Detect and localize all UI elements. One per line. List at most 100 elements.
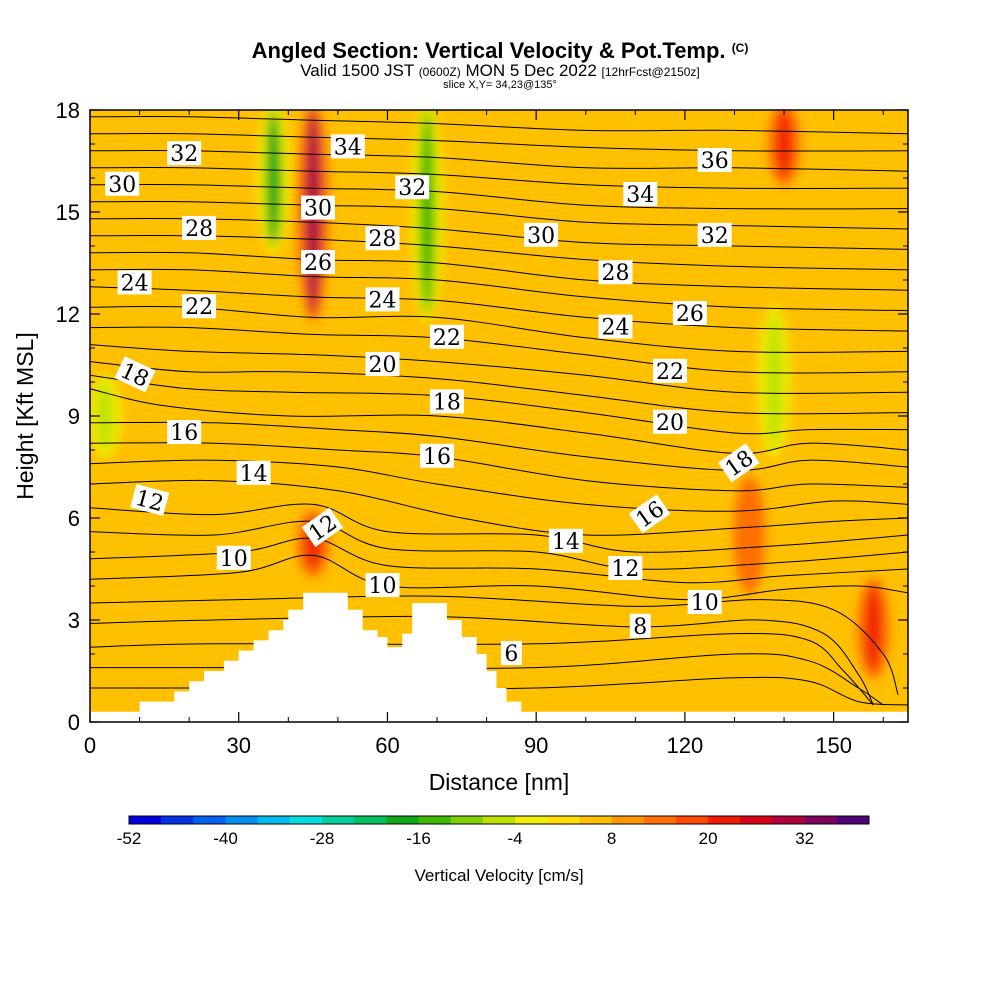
- contour-label-8: 12: [130, 484, 170, 517]
- colorbar-swatch: [675, 816, 709, 824]
- colorbar-swatch: [515, 816, 548, 824]
- colorbar-tick-label: 8: [607, 829, 616, 848]
- isentrope-34: [90, 116, 908, 135]
- isentrope-25: [90, 268, 908, 312]
- contour-label-box: [167, 420, 202, 444]
- contour-label-4: 22: [182, 294, 217, 320]
- contour-label-box: [301, 250, 335, 274]
- contour-label-box: [697, 148, 732, 172]
- contour-label-text: 30: [108, 173, 136, 198]
- isentrope-31: [90, 167, 908, 189]
- contour-label-box: [182, 294, 217, 319]
- contour-label-29: 22: [653, 358, 687, 385]
- velocity-core-updraft-4: [741, 484, 758, 586]
- y-tick-label: 6: [68, 506, 80, 531]
- contour-label-1: 30: [105, 171, 140, 198]
- isentrope-30: [90, 184, 908, 210]
- velocity-field: [90, 110, 908, 722]
- contour-label-37: 6: [500, 641, 522, 667]
- isentrope-21: [90, 344, 908, 394]
- contour-label-0: 32: [167, 141, 202, 167]
- contour-label-text: 26: [304, 251, 332, 276]
- contour-label-22: 36: [697, 148, 732, 174]
- contour-label-11: 30: [301, 195, 335, 222]
- colorbar-swatch: [836, 816, 870, 824]
- colorbar-swatch: [708, 816, 741, 824]
- contour-label-34: 12: [608, 556, 643, 582]
- contour-label-9: 10: [216, 545, 251, 572]
- colorbar-swatch: [386, 816, 419, 824]
- x-tick-label: 120: [667, 733, 704, 758]
- isentrope-29: [90, 201, 908, 230]
- contour-label-13: 28: [365, 226, 400, 252]
- contour-label-text: 16: [170, 421, 198, 446]
- contour-label-box: [608, 556, 643, 580]
- contour-label-17: 22: [429, 324, 464, 351]
- contour-label-box: [236, 460, 271, 485]
- contour-label-text: 10: [220, 547, 248, 572]
- contour-label-26: 28: [598, 260, 633, 286]
- contour-label-36: 8: [629, 613, 651, 640]
- x-tick-label: 0: [84, 733, 96, 758]
- contour-label-6: 16: [167, 420, 202, 446]
- contour-label-3: 24: [117, 270, 152, 296]
- colorbar-swatch: [740, 816, 773, 824]
- contour-label-box: [628, 494, 671, 534]
- colorbar-swatch: [450, 816, 484, 824]
- isentrope-16: [90, 442, 908, 492]
- isentrope-19: [90, 374, 908, 435]
- isentrope-12: [90, 520, 908, 570]
- y-tick-label: 0: [68, 710, 80, 735]
- y-axis-title: Height [Kft MSL]: [12, 332, 38, 499]
- contour-label-box: [548, 528, 583, 553]
- y-tick-label: 12: [56, 302, 80, 327]
- colorbar-swatch: [611, 816, 645, 824]
- contour-label-box: [167, 141, 202, 166]
- contour-label-text: 24: [369, 288, 397, 313]
- contour-label-7: 14: [236, 460, 271, 487]
- contour-label-text: 32: [170, 142, 198, 167]
- contour-label-2: 28: [182, 216, 217, 242]
- x-tick-label: 150: [815, 733, 852, 758]
- terrain-mask: [90, 592, 908, 722]
- contour-label-18: 18: [429, 389, 464, 415]
- isentrope-13: [90, 503, 908, 553]
- contour-label-text: 10: [691, 591, 719, 616]
- colorbar-tick-label: 20: [699, 829, 718, 848]
- isentrope-9: [90, 595, 899, 695]
- contour-label-text: 22: [656, 360, 684, 385]
- contour-label-text: 36: [701, 149, 729, 174]
- velocity-core-updraft-2: [776, 110, 793, 178]
- x-tick-label: 60: [375, 733, 399, 758]
- contour-label-24: 32: [697, 222, 732, 249]
- colorbar-tick-label: -4: [508, 829, 523, 848]
- contour-label-text: 22: [433, 326, 461, 351]
- y-tick-label: 9: [68, 404, 80, 429]
- contour-label-box: [182, 216, 217, 240]
- contour-label-text: 18: [433, 390, 461, 415]
- chart-title-block: Angled Section: Vertical Velocity & Pot.…: [0, 36, 1000, 91]
- colorbar-swatch: [804, 816, 838, 824]
- colorbar-swatch: [257, 816, 291, 824]
- contour-label-box: [301, 507, 344, 547]
- subtitle-utc: (0600Z): [418, 65, 461, 79]
- isentrope-7: [90, 632, 874, 706]
- contour-label-box: [629, 613, 651, 638]
- contour-label-box: [365, 573, 400, 597]
- contour-label-16: 20: [365, 352, 400, 378]
- velocity-core-downdraft-5: [265, 110, 282, 246]
- contour-label-box: [105, 171, 140, 196]
- contour-label-box: [718, 443, 760, 483]
- contour-label-28: 24: [598, 314, 633, 341]
- colorbar-tick-label: -40: [213, 829, 238, 848]
- contour-label-15: 24: [365, 287, 400, 313]
- contour-label-box: [623, 182, 658, 206]
- contour-label-30: 20: [653, 409, 687, 436]
- y-tick-label: 15: [56, 200, 80, 225]
- y-tick-label: 3: [68, 608, 80, 633]
- contour-label-box: [524, 222, 559, 247]
- contour-label-box: [420, 443, 454, 468]
- colorbar-swatch: [322, 816, 355, 824]
- colorbar: -52 -40 -28 -16 -4 8 20 32: [117, 815, 870, 848]
- isentrope-32: [90, 150, 908, 172]
